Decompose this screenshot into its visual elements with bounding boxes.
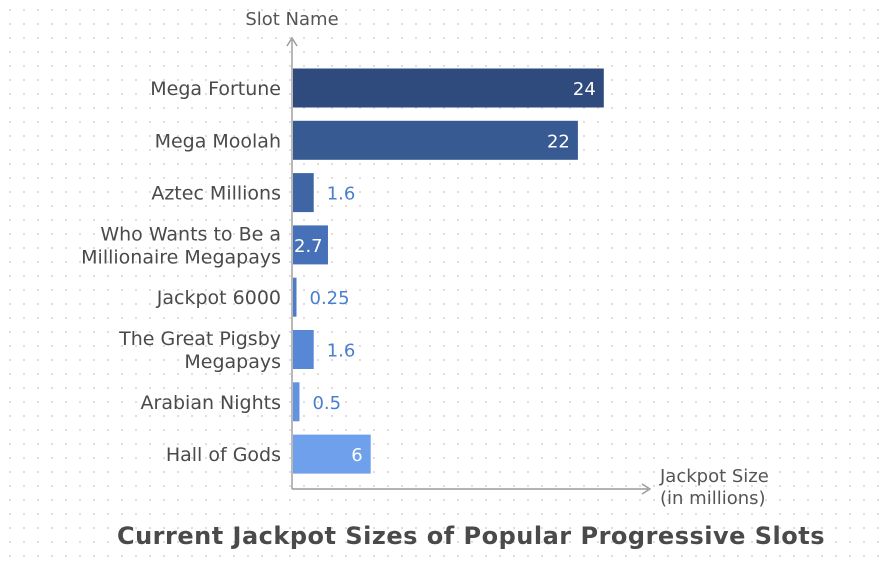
value-label: 0.5 (312, 393, 341, 414)
value-label: 0.25 (310, 288, 350, 309)
value-label: 1.6 (327, 184, 356, 205)
bar (293, 434, 371, 474)
chart-title: Current Jackpot Sizes of Popular Progres… (117, 522, 825, 550)
value-label: 2.7 (294, 236, 323, 257)
category-label-line: Arabian Nights (141, 392, 281, 414)
category-label-line: Jackpot 6000 (156, 287, 281, 309)
value-labels: 24 22 1.6 2.7 0.25 1.6 0.5 6 (294, 79, 596, 466)
x-axis-title: Jackpot Size (in millions) (659, 466, 769, 509)
category-label-line: Mega Fortune (150, 78, 281, 100)
category-label-line: Hall of Gods (166, 444, 281, 466)
category-label: Mega Moolah (155, 130, 281, 152)
value-label: 6 (351, 445, 362, 466)
category-label: Who Wants to Be a Millionaire Megapays (81, 223, 281, 268)
category-label-line: Aztec Millions (151, 183, 281, 205)
value-label: 24 (573, 79, 596, 100)
bars (293, 68, 604, 474)
category-label-line: Who Wants to Be a (100, 223, 281, 245)
value-label: 22 (547, 131, 570, 152)
bar (293, 225, 328, 265)
category-label: Mega Fortune (150, 78, 281, 100)
category-label: Aztec Millions (151, 183, 281, 205)
x-axis-title-line: (in millions) (660, 488, 766, 509)
category-labels: Mega Fortune Mega Moolah Aztec Millions Who… (81, 78, 281, 466)
category-label-line: Megapays (184, 351, 281, 373)
x-axis-arrow (641, 483, 652, 495)
y-axis-title: Slot Name (245, 9, 338, 30)
value-label: 1.6 (327, 341, 356, 362)
category-label: Hall of Gods (166, 444, 281, 466)
bar (293, 382, 300, 422)
category-label: Arabian Nights (141, 392, 281, 414)
bar (293, 120, 578, 160)
x-axis-title-line: Jackpot Size (659, 466, 769, 487)
category-label: Jackpot 6000 (156, 287, 281, 309)
bar (293, 277, 297, 317)
y-axis-arrow (286, 36, 298, 47)
category-label-line: Millionaire Megapays (81, 246, 281, 268)
category-label-line: The Great Pigsby (118, 328, 281, 350)
bar (293, 330, 314, 369)
bar (293, 173, 314, 213)
category-label: The Great Pigsby Megapays (118, 328, 281, 373)
axes (286, 36, 652, 495)
bar (293, 68, 604, 108)
category-label-line: Mega Moolah (155, 130, 281, 152)
